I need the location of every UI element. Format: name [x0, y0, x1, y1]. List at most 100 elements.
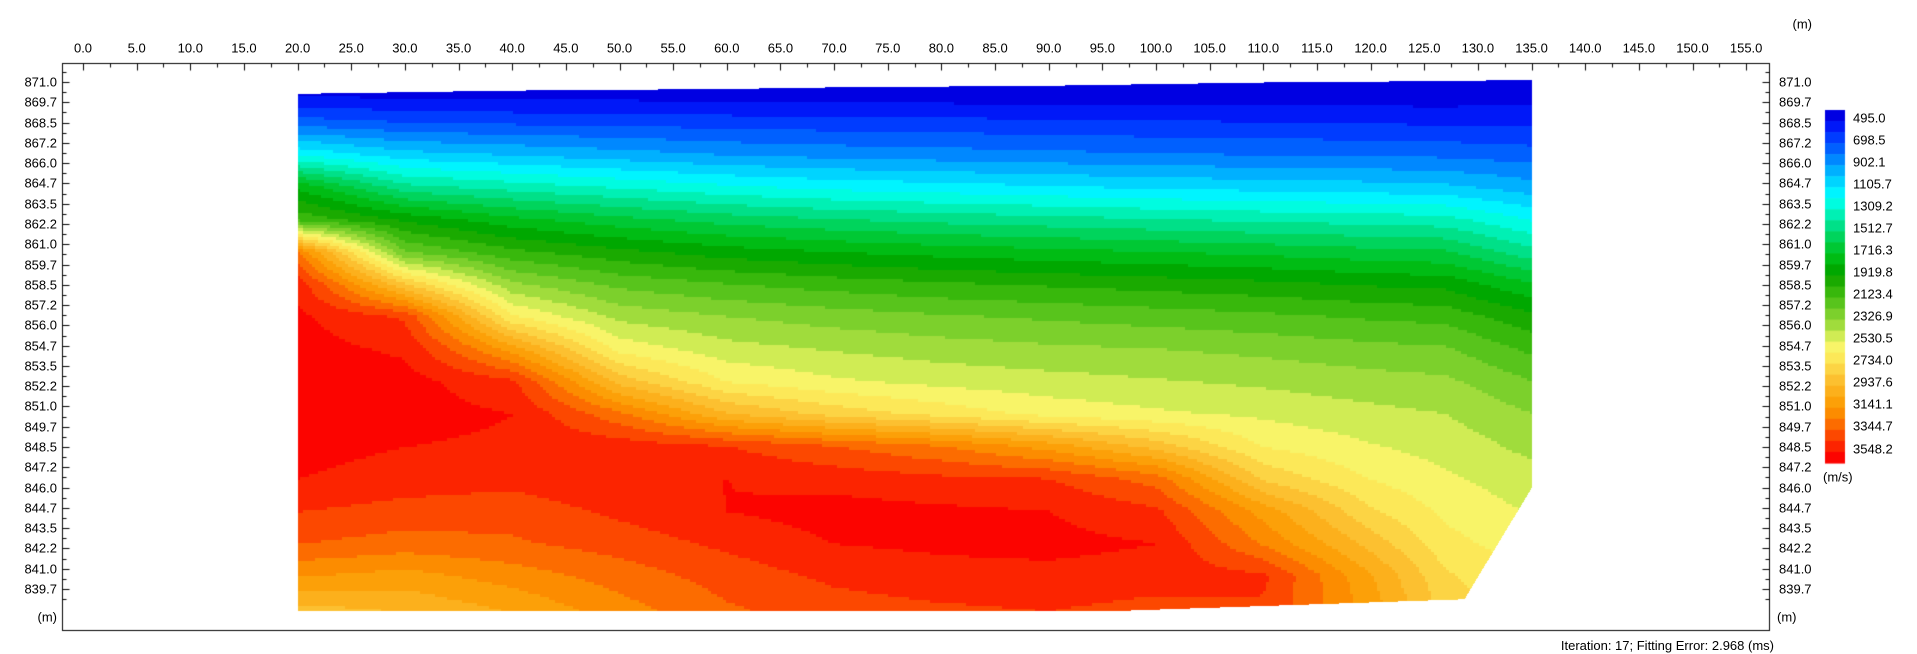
top-axis-tick-label: 105.0 [1193, 40, 1226, 56]
left-axis-tick-label: 848.5 [24, 439, 57, 455]
top-axis-tick-label: 45.0 [553, 40, 579, 56]
top-axis-tick-label: 80.0 [928, 40, 955, 56]
legend-tick-label: 902.1 [1853, 154, 1886, 170]
left-axis-tick-label: 843.5 [24, 520, 57, 536]
left-axis-tick-label: 844.7 [24, 500, 57, 516]
top-axis-tick-label: 140.0 [1568, 40, 1602, 56]
right-axis-tick-label: 851.0 [1779, 398, 1812, 414]
left-axis-tick-label: 869.7 [24, 94, 57, 110]
left-axis-unit: (m) [37, 609, 58, 625]
right-axis-tick-label: 858.5 [1779, 277, 1812, 293]
legend-tick-label: 2530.5 [1853, 330, 1893, 346]
left-axis-tick-label: 856.0 [24, 317, 57, 333]
legend-tick-label: 2326.9 [1853, 308, 1893, 324]
legend-tick-label: 1716.3 [1853, 242, 1893, 258]
top-axis-tick-label: 15.0 [231, 40, 257, 56]
top-axis-tick-label: 25.0 [338, 40, 364, 56]
right-axis-tick-label: 863.5 [1779, 196, 1812, 212]
right-axis-tick-label: 862.2 [1779, 216, 1812, 232]
status-text: Iteration: 17; Fitting Error: 2.968 (ms) [1560, 638, 1774, 653]
legend-tick-label: 698.5 [1853, 132, 1886, 148]
left-axis-tick-label: 858.5 [24, 277, 57, 293]
left-axis-tick-label: 841.0 [24, 561, 57, 577]
right-axis-tick-label: 861.0 [1779, 236, 1812, 252]
top-axis-tick-label: 40.0 [499, 40, 525, 56]
right-axis-tick-label: 857.2 [1779, 297, 1812, 313]
right-axis-tick-label: 871.0 [1779, 74, 1812, 90]
right-axis-tick-label: 869.7 [1779, 94, 1812, 110]
top-axis-tick-label: 50.0 [606, 40, 633, 56]
right-axis-tick-label: 848.5 [1779, 439, 1812, 455]
top-axis-tick-label: 30.0 [392, 40, 418, 56]
top-axis-tick-label: 20.0 [284, 40, 311, 56]
top-axis-tick-label: 65.0 [767, 40, 794, 56]
left-axis-tick-label: 868.5 [24, 115, 57, 131]
top-axis-tick-label: 145.0 [1622, 40, 1656, 56]
top-axis-tick-label: 135.0 [1515, 40, 1548, 56]
right-axis-tick-label: 852.2 [1779, 378, 1812, 394]
top-axis-tick-label: 95.0 [1089, 40, 1115, 56]
left-axis-tick-label: 854.7 [24, 338, 57, 354]
left-axis-tick-label: 847.2 [24, 459, 57, 475]
right-axis-tick-label: 843.5 [1779, 520, 1812, 536]
legend-tick-label: 2123.4 [1853, 286, 1893, 302]
right-axis-tick-label: 849.7 [1779, 419, 1812, 435]
top-axis-unit: (m) [1792, 16, 1813, 32]
left-axis-tick-label: 852.2 [24, 378, 57, 394]
top-axis-tick-label: 100.0 [1139, 40, 1173, 56]
top-axis-tick-label: 75.0 [875, 40, 901, 56]
right-axis-tick-label: 854.7 [1779, 338, 1812, 354]
top-axis-tick-label: 130.0 [1461, 40, 1495, 56]
legend-tick-label: 1309.2 [1853, 198, 1893, 214]
right-axis-tick-label: 841.0 [1779, 561, 1812, 577]
left-axis-tick-label: 864.7 [24, 175, 57, 191]
legend-tick-label: 3344.7 [1853, 418, 1893, 434]
legend-tick-label: 3141.1 [1853, 396, 1893, 412]
top-axis-tick-label: 155.0 [1729, 40, 1763, 56]
left-axis-tick-label: 863.5 [24, 196, 57, 212]
top-axis-tick-label: 150.0 [1676, 40, 1709, 56]
left-axis-tick-label: 846.0 [24, 480, 57, 496]
left-axis-tick-label: 861.0 [24, 236, 57, 252]
left-axis-tick-label: 853.5 [24, 358, 57, 374]
legend-tick-label: 1919.8 [1853, 264, 1893, 280]
top-axis-tick-label: 0.0 [73, 40, 93, 56]
top-axis-tick-label: 110.0 [1247, 40, 1280, 56]
top-axis-tick-label: 70.0 [821, 40, 847, 56]
legend-tick-label: 495.0 [1853, 110, 1886, 125]
left-axis-tick-label: 871.0 [24, 74, 57, 90]
right-axis-tick-label: 864.7 [1779, 175, 1812, 191]
top-axis-tick-label: 125.0 [1407, 40, 1441, 56]
left-axis-tick-label: 859.7 [24, 257, 57, 273]
left-axis-tick-label: 866.0 [24, 155, 57, 171]
legend-unit: (m/s) [1823, 469, 1853, 485]
right-axis-unit: (m) [1777, 609, 1797, 625]
legend-tick-label: 2937.6 [1853, 374, 1893, 390]
legend-tick-label: 1512.7 [1853, 220, 1893, 236]
top-axis-tick-label: 85.0 [982, 40, 1008, 56]
right-axis-tick-label: 844.7 [1779, 500, 1812, 516]
left-axis-tick-label: 862.2 [24, 216, 57, 232]
left-axis-tick-label: 857.2 [24, 297, 57, 313]
legend-tick-label: 2734.0 [1853, 352, 1893, 368]
top-axis-tick-label: 120.0 [1354, 40, 1387, 56]
left-axis-tick-label: 842.2 [24, 540, 57, 556]
right-axis-tick-label: 853.5 [1779, 358, 1812, 374]
right-axis-tick-label: 859.7 [1779, 257, 1812, 273]
legend-tick-label: 3548.2 [1853, 441, 1893, 457]
right-axis-tick-label: 839.7 [1779, 581, 1812, 597]
right-axis-tick-label: 846.0 [1779, 480, 1812, 496]
left-axis-tick-label: 839.7 [24, 581, 57, 597]
top-axis-tick-label: 60.0 [714, 40, 740, 56]
legend-tick-label: 1105.7 [1853, 176, 1892, 192]
right-axis-tick-label: 868.5 [1779, 115, 1812, 131]
top-axis-tick-label: 55.0 [660, 40, 686, 56]
top-axis-tick-label: 90.0 [1036, 40, 1062, 56]
left-axis-tick-label: 849.7 [24, 419, 57, 435]
right-axis-tick-label: 867.2 [1779, 135, 1812, 151]
right-axis-tick-label: 842.2 [1779, 540, 1812, 556]
left-axis-tick-label: 867.2 [24, 135, 57, 151]
top-axis-tick-label: 10.0 [177, 40, 203, 56]
top-axis-tick-label: 115.0 [1301, 40, 1333, 56]
